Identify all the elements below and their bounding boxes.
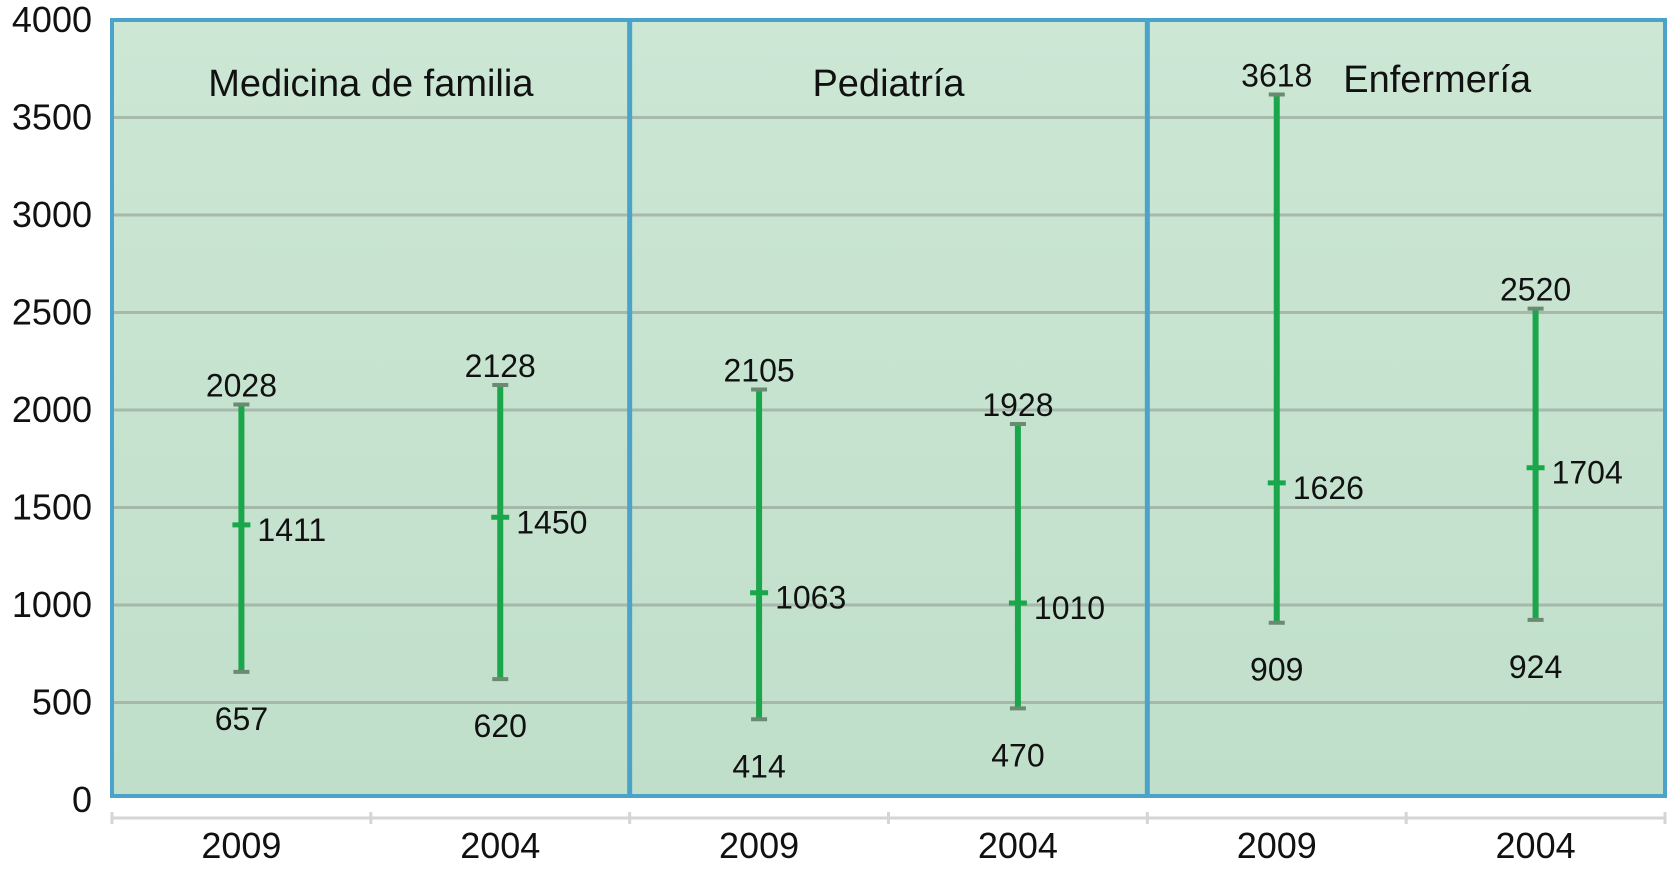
panel-title: Pediatría bbox=[812, 63, 965, 105]
min-value-label: 470 bbox=[991, 737, 1044, 773]
y-tick-label: 2500 bbox=[12, 292, 92, 333]
axis-layer: 0 500 1000 1500 2000 2500 3000 3500 4000 2009 2004… bbox=[12, 0, 1667, 866]
panel-title: Enfermería bbox=[1343, 59, 1532, 101]
x-tick-label: 2009 bbox=[1237, 825, 1317, 866]
y-tick-label: 3000 bbox=[12, 194, 92, 235]
x-tick-label: 2004 bbox=[1496, 825, 1576, 866]
y-tick-label: 0 bbox=[72, 779, 92, 820]
median-value-label: 1450 bbox=[516, 504, 587, 540]
max-value-label: 2028 bbox=[206, 368, 277, 404]
max-value-label: 3618 bbox=[1241, 57, 1312, 93]
labels-layer: Medicina de familia 2028 1411 657 2128 1450 62… bbox=[206, 57, 1623, 784]
max-value-label: 2105 bbox=[723, 353, 794, 389]
median-value-label: 1704 bbox=[1552, 455, 1623, 491]
min-value-label: 909 bbox=[1250, 652, 1303, 688]
bars-layer bbox=[232, 92, 1545, 722]
min-value-label: 620 bbox=[474, 708, 527, 744]
x-tick-label: 2009 bbox=[201, 825, 281, 866]
max-value-label: 2128 bbox=[465, 348, 536, 384]
y-tick-label: 1000 bbox=[12, 584, 92, 625]
median-value-label: 1010 bbox=[1034, 590, 1105, 626]
median-value-label: 1626 bbox=[1293, 470, 1364, 506]
y-tick-label: 2000 bbox=[12, 389, 92, 430]
y-tick-label: 1500 bbox=[12, 487, 92, 528]
y-tick-label: 4000 bbox=[12, 0, 92, 40]
x-tick-label: 2009 bbox=[719, 825, 799, 866]
min-value-label: 414 bbox=[732, 748, 785, 784]
panel-background bbox=[110, 18, 1667, 798]
min-value-label: 657 bbox=[215, 701, 268, 737]
y-tick-label: 3500 bbox=[12, 97, 92, 138]
grid-layer bbox=[114, 116, 1663, 704]
dividers-layer bbox=[627, 20, 1150, 796]
panel-title: Medicina de familia bbox=[208, 63, 534, 105]
median-value-label: 1411 bbox=[257, 512, 326, 548]
x-tick-label: 2004 bbox=[460, 825, 540, 866]
median-value-label: 1063 bbox=[775, 580, 846, 616]
min-value-label: 924 bbox=[1509, 649, 1562, 685]
panels-layer bbox=[110, 18, 1667, 798]
max-value-label: 1928 bbox=[982, 387, 1053, 423]
y-tick-label: 500 bbox=[32, 682, 92, 723]
x-tick-label: 2004 bbox=[978, 825, 1058, 866]
max-value-label: 2520 bbox=[1500, 272, 1571, 308]
